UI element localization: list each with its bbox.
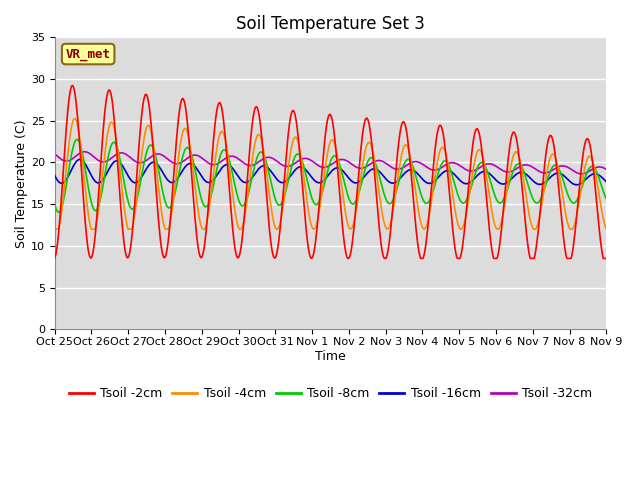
Text: VR_met: VR_met: [66, 48, 111, 60]
Tsoil -32cm: [174, 161, 182, 167]
Tsoil -32cm: [51, 151, 58, 156]
Tsoil -4cm: [204, 217, 211, 223]
Tsoil -16cm: [61, 179, 68, 185]
Tsoil -8cm: [602, 196, 610, 202]
Tsoil -2cm: [118, 221, 126, 227]
Tsoil -16cm: [398, 173, 406, 179]
Tsoil -2cm: [61, 148, 68, 154]
Tsoil -8cm: [54, 209, 62, 215]
Tsoil -8cm: [51, 201, 58, 206]
Tsoil -32cm: [602, 167, 610, 172]
Tsoil -16cm: [118, 162, 126, 168]
Tsoil -32cm: [61, 158, 68, 164]
Tsoil -8cm: [399, 164, 407, 170]
Tsoil -4cm: [71, 116, 79, 121]
Tsoil -4cm: [118, 187, 126, 193]
Legend: Tsoil -2cm, Tsoil -4cm, Tsoil -8cm, Tsoil -16cm, Tsoil -32cm: Tsoil -2cm, Tsoil -4cm, Tsoil -8cm, Tsoi…: [64, 382, 597, 405]
Tsoil -32cm: [578, 171, 586, 177]
Tsoil -32cm: [398, 165, 406, 171]
Line: Tsoil -32cm: Tsoil -32cm: [54, 152, 606, 174]
Tsoil -2cm: [344, 255, 351, 261]
Tsoil -4cm: [61, 182, 68, 188]
Tsoil -4cm: [398, 149, 406, 155]
Tsoil -4cm: [51, 227, 58, 232]
Tsoil -32cm: [118, 150, 126, 156]
Tsoil -4cm: [174, 157, 182, 163]
Y-axis label: Soil Temperature (C): Soil Temperature (C): [15, 119, 28, 248]
Tsoil -8cm: [119, 172, 127, 178]
Tsoil -2cm: [68, 83, 76, 88]
Tsoil -4cm: [415, 207, 422, 213]
Tsoil -2cm: [602, 255, 610, 261]
Line: Tsoil -8cm: Tsoil -8cm: [54, 139, 606, 212]
Tsoil -2cm: [415, 250, 423, 255]
Tsoil -8cm: [61, 188, 69, 193]
Line: Tsoil -2cm: Tsoil -2cm: [54, 85, 606, 258]
Tsoil -32cm: [415, 159, 422, 165]
X-axis label: Time: Time: [315, 350, 346, 363]
Tsoil -8cm: [73, 136, 81, 142]
Tsoil -16cm: [174, 175, 182, 180]
Tsoil -16cm: [76, 156, 84, 162]
Tsoil -32cm: [81, 149, 88, 155]
Tsoil -16cm: [602, 179, 610, 184]
Title: Soil Temperature Set 3: Soil Temperature Set 3: [236, 15, 425, 33]
Tsoil -2cm: [399, 119, 407, 125]
Tsoil -8cm: [175, 171, 183, 177]
Line: Tsoil -16cm: Tsoil -16cm: [54, 159, 606, 185]
Tsoil -16cm: [204, 180, 211, 185]
Tsoil -32cm: [204, 159, 211, 165]
Tsoil -16cm: [51, 172, 58, 178]
Tsoil -8cm: [204, 202, 212, 207]
Tsoil -2cm: [204, 216, 211, 221]
Line: Tsoil -4cm: Tsoil -4cm: [54, 119, 606, 229]
Tsoil -4cm: [602, 226, 610, 232]
Tsoil -2cm: [174, 119, 182, 124]
Tsoil -16cm: [573, 182, 580, 188]
Tsoil -2cm: [51, 255, 58, 261]
Tsoil -8cm: [415, 185, 423, 191]
Tsoil -16cm: [415, 171, 422, 177]
